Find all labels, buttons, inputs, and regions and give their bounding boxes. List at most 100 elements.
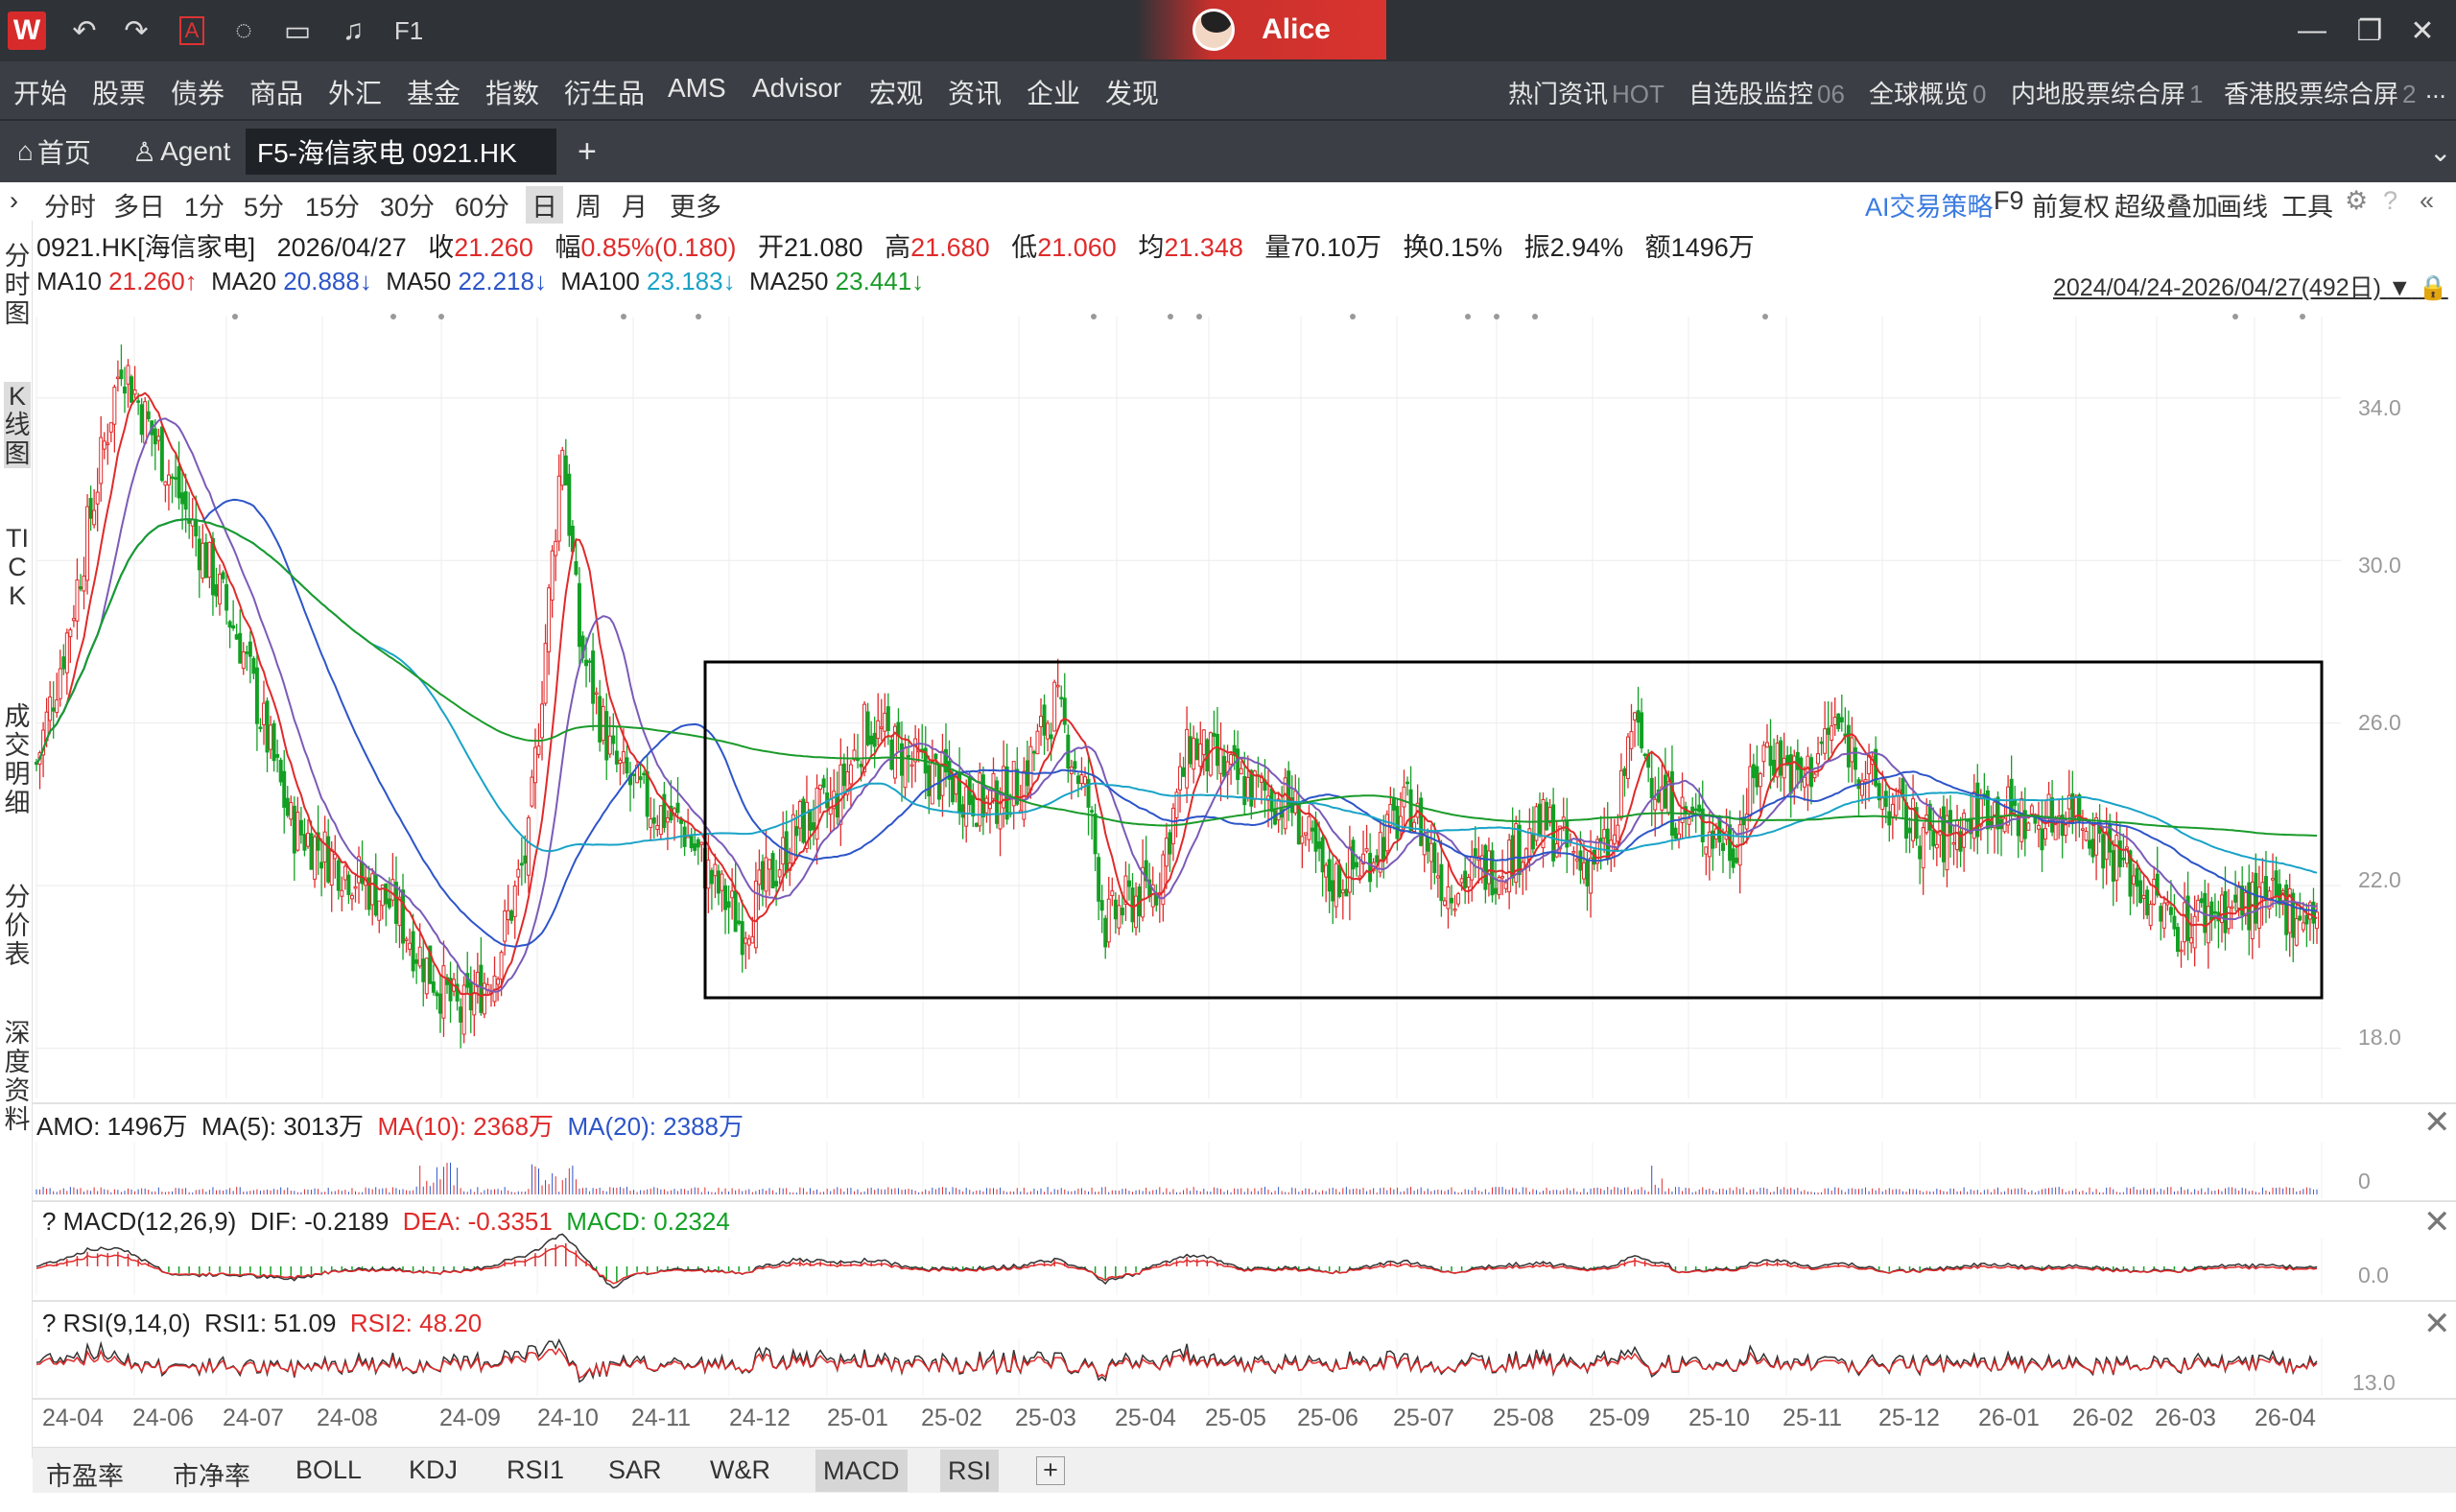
tab-sar[interactable]: SAR bbox=[608, 1455, 662, 1484]
menu-global-overview[interactable]: 全球概览 0 bbox=[1869, 80, 1987, 108]
freq-week[interactable]: 周 bbox=[576, 193, 602, 222]
menu-item-discover[interactable]: 发现 bbox=[1105, 79, 1160, 108]
menu-hk-screen[interactable]: 香港股票综合屏 2 bbox=[2224, 80, 2417, 108]
close-panel-icon[interactable]: ✕ bbox=[2423, 1306, 2451, 1342]
nav-kline-chart[interactable]: K线图 bbox=[4, 382, 31, 468]
candle-body bbox=[1497, 877, 1501, 895]
bell-icon[interactable]: ♫ bbox=[342, 14, 365, 46]
redo-icon[interactable]: ↷ bbox=[124, 14, 149, 47]
freq-month[interactable]: 月 bbox=[622, 193, 648, 222]
menu-item-index[interactable]: 指数 bbox=[485, 79, 540, 108]
freq-30min[interactable]: 30分 bbox=[380, 193, 436, 222]
tab-stock-0921[interactable]: F5-海信家电 0921.HK bbox=[246, 129, 556, 175]
collapse-icon[interactable]: « bbox=[2420, 186, 2435, 215]
close-panel-icon[interactable]: ✕ bbox=[2423, 1104, 2451, 1141]
gear-icon[interactable]: ⚙ bbox=[2345, 186, 2369, 215]
app-logo[interactable]: W bbox=[8, 12, 46, 50]
menu-item-commodity[interactable]: 商品 bbox=[249, 79, 304, 108]
add-indicator-button[interactable]: + bbox=[1036, 1456, 1065, 1485]
forward-adjust-button[interactable]: 前复权 bbox=[2032, 193, 2110, 222]
candle-body bbox=[1432, 842, 1437, 874]
tab-rsi[interactable]: RSI bbox=[940, 1450, 1000, 1492]
menu-more-button[interactable]: ... bbox=[2425, 75, 2446, 104]
candle-body bbox=[1748, 766, 1753, 817]
menu-hot-news[interactable]: 热门资讯 HOT bbox=[1508, 80, 1665, 108]
close-icon[interactable]: ✕ bbox=[2410, 14, 2435, 47]
menu-item-forex[interactable]: 外汇 bbox=[328, 79, 383, 108]
freq-60min[interactable]: 60分 bbox=[455, 193, 510, 222]
freq-multiday[interactable]: 多日 bbox=[113, 193, 165, 222]
chevron-down-icon[interactable]: ⌄ bbox=[2429, 136, 2452, 167]
menu-item-start[interactable]: 开始 bbox=[13, 79, 68, 108]
candle-body bbox=[2298, 915, 2302, 921]
candle-body bbox=[720, 873, 724, 891]
menu-item-bond[interactable]: 债券 bbox=[171, 79, 225, 108]
candle-body bbox=[1755, 766, 1759, 788]
date-range[interactable]: 2024/04/24-2026/04/27(492日) ▼ 🔒 bbox=[2053, 274, 2448, 301]
text-a-icon[interactable]: A bbox=[175, 13, 209, 48]
candle-body bbox=[927, 765, 932, 797]
menu-item-stock[interactable]: 股票 bbox=[92, 79, 147, 108]
f1-icon[interactable]: F1 bbox=[393, 15, 424, 45]
candle-body bbox=[336, 860, 341, 891]
candle-body bbox=[753, 880, 758, 949]
nav-trade-detail[interactable]: 成交明细 bbox=[4, 702, 31, 817]
tab-pe[interactable]: 市盈率 bbox=[46, 1462, 124, 1491]
tab-wr[interactable]: W&R bbox=[710, 1455, 770, 1484]
freq-1min[interactable]: 1分 bbox=[184, 193, 225, 222]
tab-rsi1[interactable]: RSI1 bbox=[507, 1455, 565, 1484]
x-tick-label: 24-07 bbox=[223, 1405, 284, 1431]
chat-icon[interactable]: ◌ bbox=[235, 14, 252, 46]
nav-depth-data[interactable]: 深度资料 bbox=[4, 1019, 31, 1134]
candle-body bbox=[468, 981, 473, 1011]
menu-item-news[interactable]: 资讯 bbox=[948, 79, 1003, 108]
candle-body bbox=[1242, 775, 1247, 806]
nav-price-table[interactable]: 分价表 bbox=[4, 883, 31, 969]
menu-item-ams[interactable]: AMS bbox=[668, 73, 726, 103]
freq-5min[interactable]: 5分 bbox=[244, 193, 285, 222]
f9-button[interactable]: F9 bbox=[1994, 186, 2024, 215]
candle-body bbox=[1816, 753, 1821, 765]
tab-pb[interactable]: 市净率 bbox=[173, 1462, 250, 1491]
super-overlay-button[interactable]: 超级叠加 bbox=[2114, 193, 2218, 222]
candle-body bbox=[1405, 781, 1410, 785]
freq-15min[interactable]: 15分 bbox=[305, 193, 361, 222]
freq-day[interactable]: 日 bbox=[526, 186, 563, 224]
menu-item-advisor[interactable]: Advisor bbox=[752, 73, 842, 103]
freq-more[interactable]: 更多 bbox=[670, 193, 721, 222]
candle-body bbox=[295, 812, 300, 851]
freq-intraday[interactable]: 分时 bbox=[44, 193, 96, 222]
menu-item-fund[interactable]: 基金 bbox=[407, 79, 461, 108]
menu-item-derivative[interactable]: 衍生品 bbox=[564, 79, 646, 108]
add-tab-button[interactable]: + bbox=[578, 132, 597, 170]
tab-home[interactable]: ⌂ 首页 bbox=[17, 136, 91, 168]
tab-agent[interactable]: ♙ Agent bbox=[132, 136, 231, 167]
candle-body bbox=[1996, 796, 2000, 830]
candle-body bbox=[1660, 786, 1665, 811]
help-icon[interactable]: ? bbox=[2383, 186, 2398, 215]
minimize-icon[interactable]: — bbox=[2298, 14, 2326, 46]
draw-line-button[interactable]: 画线 bbox=[2216, 193, 2268, 222]
candle-body bbox=[1711, 830, 1715, 849]
nav-intraday-chart[interactable]: 分时图 bbox=[4, 242, 31, 328]
restore-icon[interactable]: ❐ bbox=[2356, 14, 2383, 47]
candle-body bbox=[1429, 842, 1433, 862]
menu-watchlist-monitor[interactable]: 自选股监控 06 bbox=[1688, 80, 1845, 108]
tab-kdj[interactable]: KDJ bbox=[409, 1455, 459, 1484]
chevron-right-icon[interactable]: › bbox=[10, 186, 18, 215]
close-panel-icon[interactable]: ✕ bbox=[2423, 1204, 2451, 1240]
ai-strategy-button[interactable]: AI交易策略 bbox=[1865, 193, 1994, 222]
menu-item-macro[interactable]: 宏观 bbox=[869, 79, 924, 108]
menu-mainland-screen[interactable]: 内地股票综合屏 1 bbox=[2011, 80, 2204, 108]
undo-icon[interactable]: ↶ bbox=[72, 14, 97, 47]
user-badge[interactable]: Alice bbox=[1137, 0, 1386, 59]
tab-macd[interactable]: MACD bbox=[815, 1450, 908, 1492]
candle-body bbox=[655, 825, 660, 830]
candle-body bbox=[638, 776, 643, 781]
nav-tick[interactable]: TICK bbox=[6, 524, 29, 610]
screen-icon[interactable]: ▭ bbox=[283, 14, 312, 47]
menu-item-company[interactable]: 企业 bbox=[1027, 79, 1081, 108]
tools-button[interactable]: 工具 bbox=[2281, 193, 2333, 222]
tab-boll[interactable]: BOLL bbox=[295, 1455, 363, 1484]
